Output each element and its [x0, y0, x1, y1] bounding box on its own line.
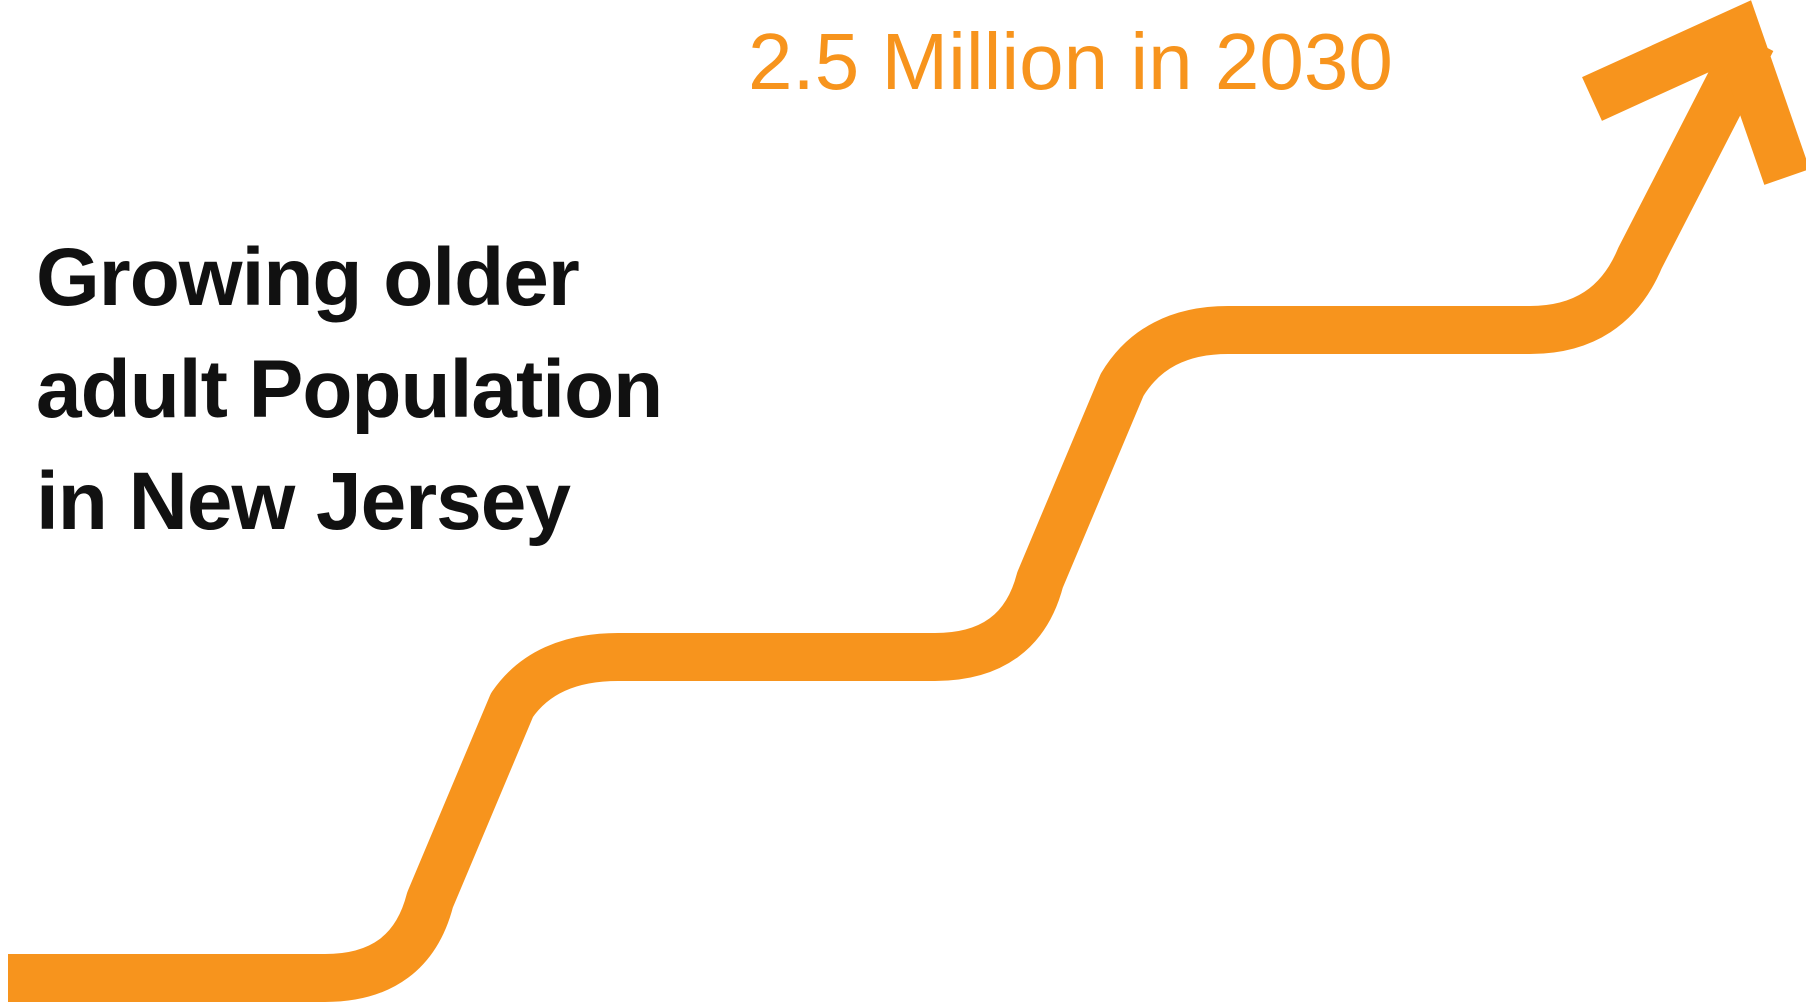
projection-callout: 2.5 Million in 2030 — [748, 17, 1393, 106]
staircase-line — [8, 29, 1774, 1002]
headline-line-2: adult Population — [36, 344, 663, 435]
arrow-head — [1582, 0, 1806, 185]
headline-line-3: in New Jersey — [36, 456, 571, 547]
headline-title: Growing older adult Population in New Je… — [36, 222, 663, 558]
headline-line-1: Growing older — [36, 232, 580, 323]
